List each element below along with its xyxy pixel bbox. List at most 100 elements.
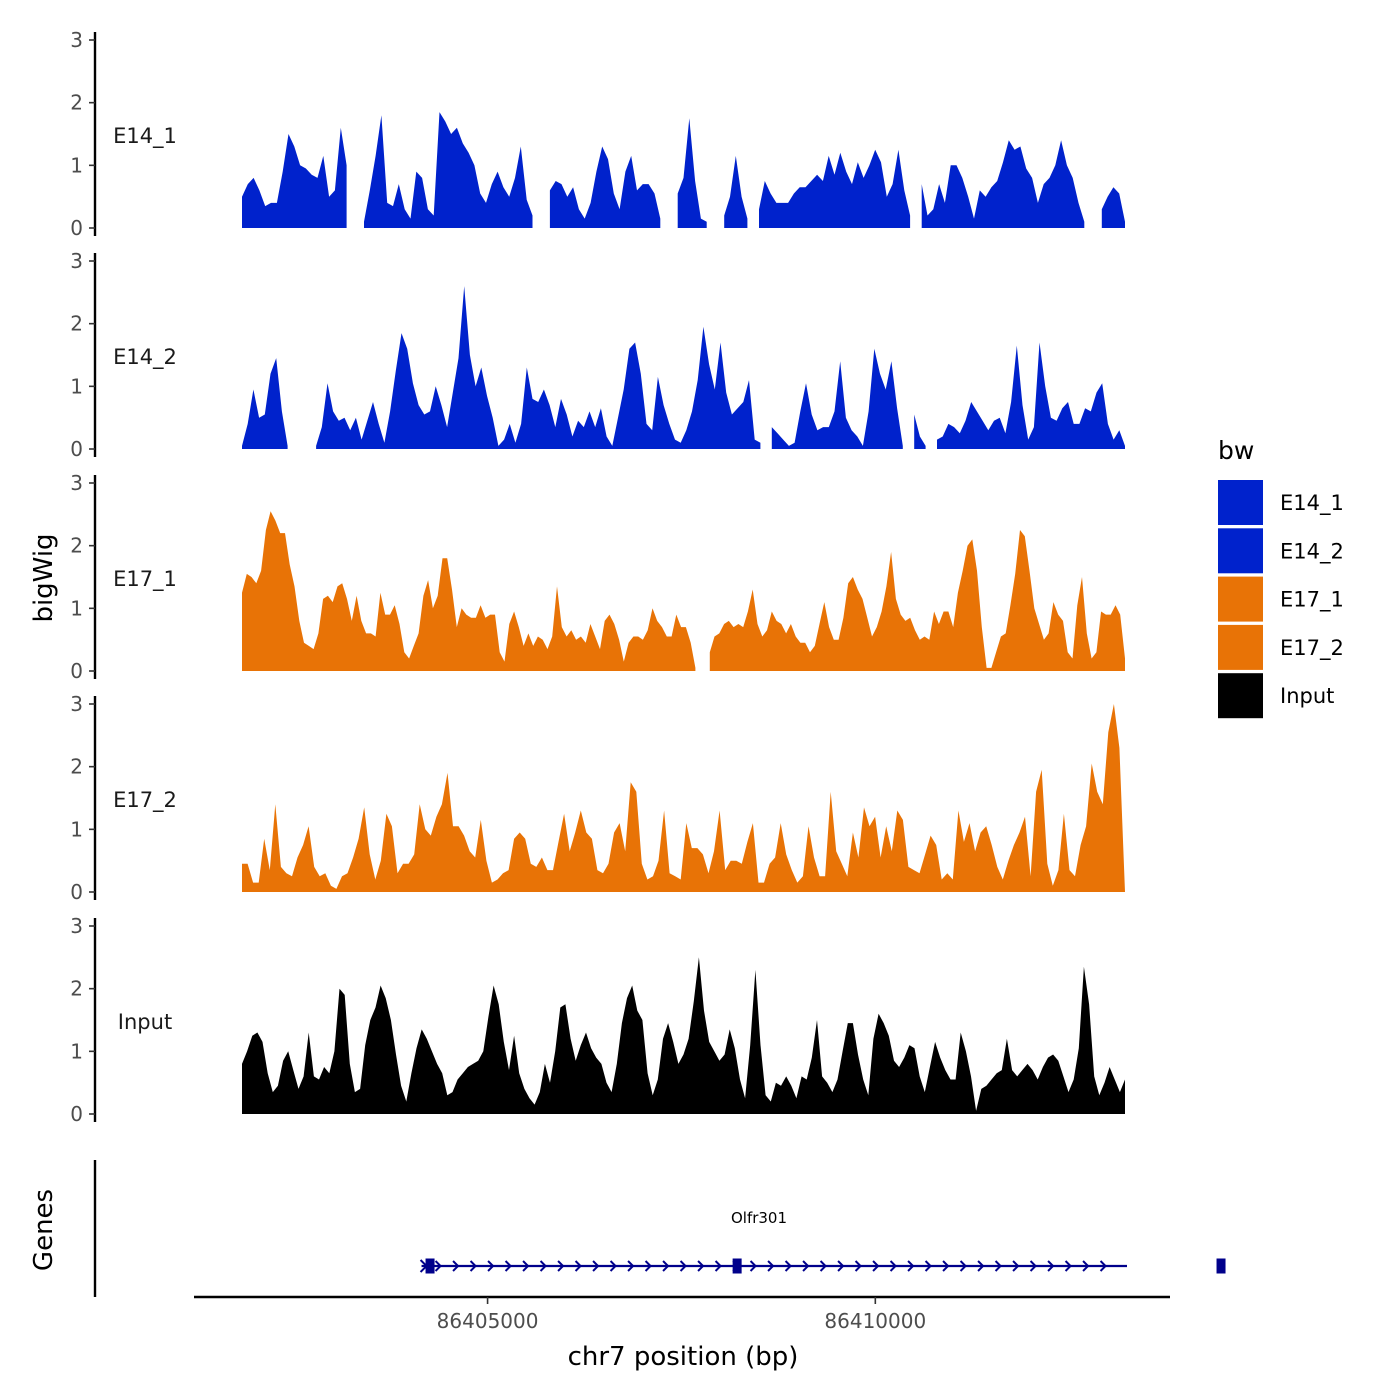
strand-arrow [469,1260,477,1272]
y-axis-title: bigWig [29,533,59,622]
strand-arrow [924,1260,932,1272]
y-tick-label: 0 [70,1102,83,1126]
legend: bw E14_1 E14_2 E17_1 E17_2 Input [1218,436,1344,719]
x-tick-label: 86410000 [824,1309,926,1333]
strand-arrow [889,1260,897,1272]
track-label: E14_2 [113,345,177,370]
strand-arrow [1047,1260,1055,1272]
legend-label: Input [1280,684,1334,708]
track-label: Input [118,1010,172,1034]
y-tick-label: 3 [70,28,83,52]
strand-arrow [767,1260,775,1272]
y-tick-label: 0 [70,880,83,904]
strand-arrow [837,1260,845,1272]
x-axis-title: chr7 position (bp) [568,1342,799,1372]
track-Input: 0 1 2 3 Input [70,914,1125,1126]
strand-arrow [522,1260,530,1272]
y-tick-label: 2 [70,977,83,1001]
x-axis: 86405000 86410000 [194,1295,1170,1333]
coverage-area-E14_2 [242,286,1125,449]
exon-3 [1216,1258,1226,1274]
legend-label: E17_2 [1280,636,1344,661]
gene-name-label: Olfr301 [731,1209,787,1227]
coverage-area-E14_1 [242,112,1125,228]
strand-arrow [854,1260,862,1272]
exon-2 [732,1258,742,1274]
strand-arrow [784,1260,792,1272]
coverage-area-E17_1 [242,511,1125,671]
strand-arrow [697,1260,705,1272]
strand-arrow [592,1260,600,1272]
strand-arrow [1029,1260,1037,1272]
strand-arrow [942,1260,950,1272]
legend-title: bw [1218,436,1254,465]
y-tick-label: 3 [70,692,83,716]
strand-arrow [1082,1260,1090,1272]
y-tick-label: 2 [70,755,83,779]
exon-1 [425,1258,435,1274]
legend-label: E17_1 [1280,588,1344,613]
strand-arrow [627,1260,635,1272]
legend-swatch [1218,528,1263,574]
y-tick-label: 0 [70,216,83,240]
y-tick-label: 3 [70,914,83,938]
strand-arrow [679,1260,687,1272]
x-tick-label: 86405000 [437,1309,539,1333]
legend-item-Input: Input [1218,673,1334,719]
signal-tracks: 0 1 2 3 E14_1 0 1 2 3 E14_2 0 1 2 3 E17_1 0 1 2 3 E17_2 0 1 2 3… [70,28,1125,1126]
legend-label: E14_1 [1280,491,1344,516]
track-label: E17_1 [113,567,177,592]
y-tick-label: 1 [70,817,83,841]
strand-arrow [539,1260,547,1272]
gene-track: Olfr301 [93,1160,1226,1297]
strand-arrow [487,1260,495,1272]
y-tick-label: 1 [70,374,83,398]
coverage-area-Input [242,957,1125,1114]
strand-arrow [819,1260,827,1272]
strand-arrow [504,1260,512,1272]
legend-swatch [1218,673,1263,719]
strand-arrow [574,1260,582,1272]
strand-arrow [1012,1260,1020,1272]
strand-arrow [1064,1260,1072,1272]
legend-label: E14_2 [1280,539,1344,564]
strand-arrow [452,1260,460,1272]
strand-arrow [977,1260,985,1272]
coverage-area-E17_2 [242,704,1125,892]
strand-arrow [1099,1260,1107,1272]
y-tick-label: 0 [70,437,83,461]
y-tick-label: 2 [70,312,83,336]
strand-arrow [872,1260,880,1272]
track-E14_2: 0 1 2 3 E14_2 [70,249,1125,461]
strand-arrow [662,1260,670,1272]
track-E17_2: 0 1 2 3 E17_2 [70,692,1125,904]
y-tick-label: 3 [70,249,83,273]
y-tick-label: 0 [70,659,83,683]
legend-swatch [1218,576,1263,622]
legend-item-E17_1: E17_1 [1218,576,1344,622]
y-tick-label: 1 [70,1039,83,1063]
strand-arrow [714,1260,722,1272]
y-tick-label: 1 [70,596,83,620]
legend-swatch [1218,480,1263,525]
y-tick-label: 2 [70,534,83,558]
genes-track-title: Genes [29,1189,59,1271]
legend-item-E17_2: E17_2 [1218,624,1344,670]
strand-arrow [802,1260,810,1272]
track-E14_1: 0 1 2 3 E14_1 [70,28,1125,240]
y-tick-label: 1 [70,153,83,177]
track-E17_1: 0 1 2 3 E17_1 [70,471,1125,683]
legend-item-E14_1: E14_1 [1218,480,1344,525]
strand-arrow [434,1260,442,1272]
legend-item-E14_2: E14_2 [1218,528,1344,574]
strand-arrow [907,1260,915,1272]
strand-arrow [557,1260,565,1272]
legend-swatch [1218,624,1263,670]
track-label: E17_2 [113,788,177,813]
y-tick-label: 2 [70,91,83,115]
strand-arrow [959,1260,967,1272]
strand-arrow [749,1260,757,1272]
strand-arrow [994,1260,1002,1272]
strand-arrow [644,1260,652,1272]
